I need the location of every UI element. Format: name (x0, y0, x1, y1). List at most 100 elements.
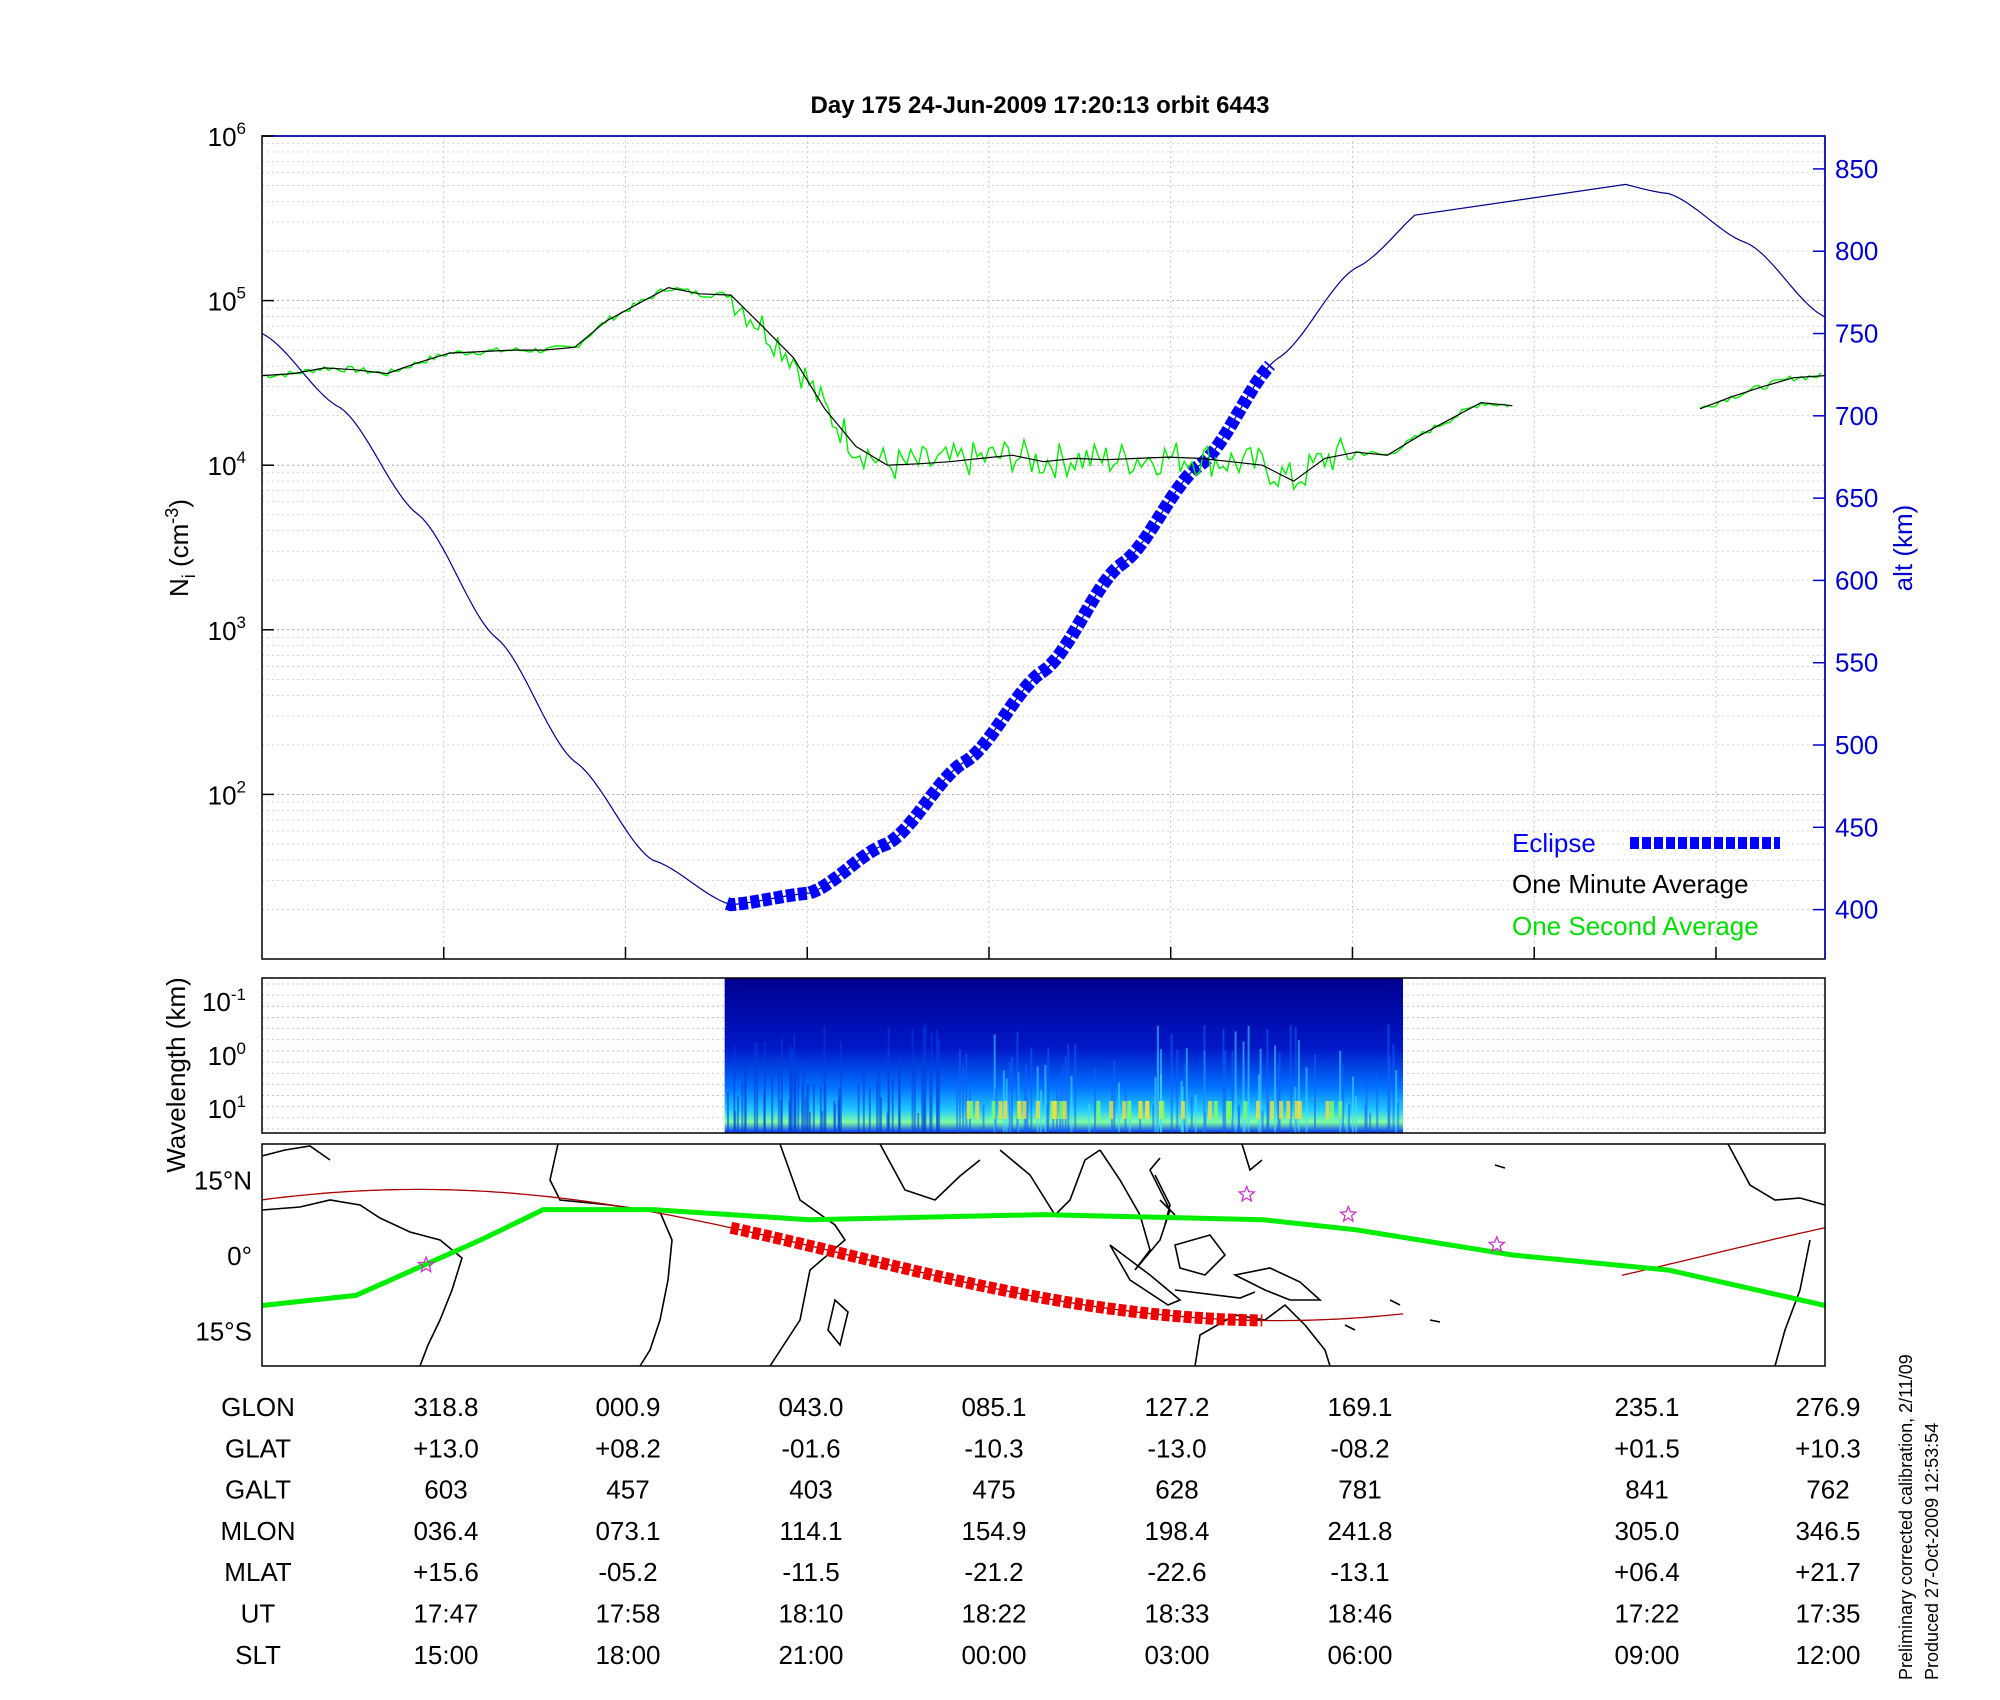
spec-hot-streak (1003, 1101, 1008, 1119)
table-cell: +08.2 (595, 1433, 661, 1463)
y-label-base: N (164, 578, 194, 597)
spec-streak (794, 1072, 797, 1133)
spec-streak (1376, 1073, 1379, 1133)
spec-y-tick-label: 10-1 (202, 985, 246, 1017)
spec-streak (763, 1042, 766, 1133)
spec-streak (1348, 1104, 1351, 1133)
spec-streak (1185, 1048, 1188, 1133)
table-cell: 18:46 (1327, 1599, 1392, 1629)
spec-streak (958, 1049, 961, 1133)
one-minute-average-line (262, 286, 1825, 482)
spec-streak (753, 1042, 756, 1133)
y2-tick-label: 800 (1835, 236, 1878, 266)
spec-hot-streak (1109, 1101, 1114, 1119)
spec-hot-streak (1127, 1101, 1132, 1119)
spectrogram-y-label: Wavelength (km) (161, 977, 191, 1173)
spec-streak (780, 1038, 783, 1133)
spec-streak (1036, 1066, 1039, 1133)
table-cell: +21.7 (1795, 1557, 1861, 1587)
table-cell: 18:22 (961, 1599, 1026, 1629)
coastline-japan (1241, 1144, 1263, 1172)
spec-streak (727, 1092, 729, 1133)
spec-streak (1094, 1069, 1096, 1133)
table-cell: 475 (972, 1475, 1015, 1505)
table-cell: 17:22 (1614, 1599, 1679, 1629)
ground-track-map-panel: 15°N 0° 15°S (194, 1143, 1826, 1367)
spec-streak (929, 1078, 932, 1133)
table-cell: 09:00 (1614, 1640, 1679, 1670)
spec-hot-streak (1138, 1101, 1143, 1119)
spec-streak (982, 1104, 985, 1133)
y-tick-label: 105 (208, 284, 246, 317)
table-cell: 085.1 (961, 1392, 1026, 1422)
spec-streak (1067, 1044, 1070, 1133)
spec-streak (1392, 1044, 1395, 1133)
latitude-label: 15°N (194, 1165, 252, 1195)
spec-hot-streak (991, 1101, 996, 1119)
table-cell: 114.1 (779, 1516, 842, 1546)
spec-streak (1026, 1097, 1029, 1133)
chart-title: Day 175 24-Jun-2009 17:20:13 orbit 6443 (811, 92, 1270, 119)
footnote-produced: Produced 27-Oct-2009 12:53:54 (1922, 1423, 1942, 1680)
spec-streak (993, 1034, 996, 1133)
spec-streak (1203, 1024, 1206, 1133)
table-cell: 198.4 (1144, 1516, 1209, 1546)
table-cell: 403 (789, 1475, 832, 1505)
spec-streak (1266, 1029, 1269, 1133)
spec-streak (819, 1086, 822, 1133)
spec-streak (921, 1057, 924, 1133)
spec-streak (737, 1096, 739, 1133)
table-cell: 18:33 (1144, 1599, 1209, 1629)
spec-streak (1355, 1096, 1358, 1133)
y2-tick-label: 650 (1835, 483, 1878, 513)
spec-streak (857, 1083, 860, 1133)
spec-streak (1345, 1102, 1348, 1133)
spec-streak (1152, 1104, 1155, 1133)
table-cell: 12:00 (1795, 1640, 1860, 1670)
spec-streak (1154, 1077, 1157, 1133)
spec-hot-streak (1160, 1101, 1165, 1119)
spec-streak (821, 1110, 824, 1133)
map-coastlines (262, 1144, 1825, 1366)
station-star-icon (1237, 1184, 1256, 1203)
spec-hot-streak (1062, 1101, 1067, 1119)
row-label-mlon: MLON (220, 1516, 295, 1546)
spec-y-tick-label: 101 (208, 1092, 246, 1124)
one-second-average-line (262, 287, 1822, 492)
spec-streak (1170, 1034, 1173, 1133)
y-tick-label: 106 (208, 119, 246, 152)
spec-hot-streak (1022, 1101, 1027, 1119)
spectrogram-streaks (727, 1023, 1400, 1133)
spec-streak (1237, 1104, 1240, 1133)
spec-streak (1341, 1065, 1344, 1133)
legend: Eclipse One Minute Average One Second Av… (1512, 828, 1780, 941)
table-cell: 235.1 (1614, 1392, 1679, 1422)
coastline-australia (1194, 1303, 1331, 1366)
y-tick-label: 104 (208, 448, 246, 481)
spec-streak (823, 1025, 826, 1133)
spec-streak (1194, 1094, 1197, 1133)
station-star-icon (1487, 1235, 1507, 1253)
spec-streak (911, 1029, 914, 1133)
eclipse-ground-track (729, 1221, 1263, 1327)
map-frame (261, 1143, 1826, 1367)
spec-streak (1156, 1025, 1159, 1133)
spec-streak (1113, 1059, 1116, 1133)
legend-one-second: One Second Average (1512, 911, 1759, 941)
coastline-central-america (262, 1145, 331, 1161)
spec-streak (1074, 1044, 1077, 1133)
spec-streak (733, 1045, 736, 1133)
spec-streak (840, 1041, 842, 1133)
spec-streak (806, 1085, 808, 1133)
spec-streak (1016, 1031, 1019, 1133)
spec-streak (809, 1111, 811, 1133)
table-cell: 318.8 (413, 1392, 478, 1422)
coastline-southeast-asia (1099, 1149, 1171, 1271)
table-cell: 00:00 (961, 1640, 1026, 1670)
spec-streak (1289, 1025, 1292, 1133)
spec-hot-streak (966, 1101, 971, 1119)
y2-tick-label: 450 (1835, 812, 1878, 842)
spec-streak (1242, 1041, 1245, 1133)
spec-streak (936, 1030, 938, 1133)
